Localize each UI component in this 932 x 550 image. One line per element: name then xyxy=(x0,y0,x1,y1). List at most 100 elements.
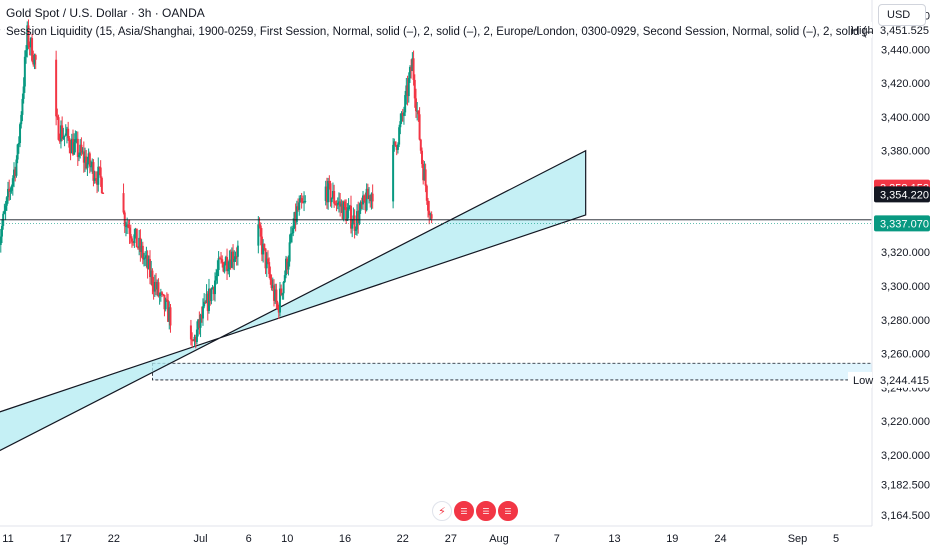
candle-body xyxy=(158,294,161,296)
symbol-title[interactable]: Gold Spot / U.S. Dollar · 3h · OANDA xyxy=(6,6,205,20)
y-tick-label: 3,260.000 xyxy=(881,349,930,361)
candle-body xyxy=(234,256,237,259)
candle-body xyxy=(412,58,415,80)
candle-body xyxy=(199,314,202,328)
candle-body xyxy=(74,139,77,143)
candle-body xyxy=(25,50,28,57)
high-tag-bg xyxy=(846,21,872,38)
candle-body xyxy=(122,193,125,213)
y-tick-label: 3,380.000 xyxy=(881,146,930,158)
candle-body xyxy=(396,144,399,150)
candle-body xyxy=(368,195,371,200)
candle-body xyxy=(301,202,304,204)
candle-body xyxy=(93,178,96,181)
candle-body xyxy=(63,135,66,137)
candle-body xyxy=(414,98,417,112)
candle-body xyxy=(354,229,357,231)
candle-body xyxy=(129,234,132,239)
candle-body xyxy=(156,282,159,290)
candle-body xyxy=(206,293,209,311)
candle-body xyxy=(421,150,423,164)
candle-body xyxy=(363,195,366,202)
candle-body xyxy=(418,114,421,140)
candle-body xyxy=(7,188,9,198)
high-tag: High xyxy=(851,25,874,37)
candle-body xyxy=(127,224,130,228)
candle-body xyxy=(342,201,345,219)
indicator-legend[interactable]: Session Liquidity (15, Asia/Shanghai, 19… xyxy=(6,26,872,38)
event-icons: ⚡ ☰ ☰ ☰ xyxy=(432,501,518,521)
x-tick-label: 16 xyxy=(339,533,351,545)
candle-body xyxy=(222,262,225,272)
candle-body xyxy=(13,169,16,179)
price-axis xyxy=(872,0,932,550)
candle-body xyxy=(84,156,87,163)
candle-body xyxy=(64,133,67,136)
us-flag-icon[interactable]: ☰ xyxy=(498,501,518,521)
candle-body xyxy=(62,136,65,139)
candle-body xyxy=(297,206,300,210)
candle-body xyxy=(417,110,420,115)
candle-body xyxy=(413,79,416,99)
candle-body xyxy=(98,166,101,168)
candle-body xyxy=(424,169,427,186)
candle-body xyxy=(33,55,36,65)
x-tick-label: Jul xyxy=(194,533,208,545)
candle-body xyxy=(165,299,168,301)
us-flag-icon[interactable]: ☰ xyxy=(476,501,496,521)
candle-body xyxy=(61,125,64,139)
candle-body xyxy=(0,236,2,245)
candle-body xyxy=(395,145,398,150)
candle-body xyxy=(362,195,365,205)
candle-body xyxy=(155,281,158,290)
candle-body xyxy=(429,214,432,216)
flash-icon[interactable]: ⚡ xyxy=(432,501,452,521)
candle-body xyxy=(400,113,403,122)
current-price-badge-bg xyxy=(874,215,930,232)
us-flag-icon[interactable]: ☰ xyxy=(454,501,474,521)
candle-body xyxy=(212,287,215,295)
candle-body xyxy=(17,143,20,145)
candle-body xyxy=(34,55,37,60)
candle-body xyxy=(56,116,59,118)
candle-body xyxy=(291,233,294,235)
candle-body xyxy=(288,242,291,262)
x-tick-label: Sep xyxy=(788,533,808,545)
x-tick-label: 10 xyxy=(281,533,293,545)
candle-body xyxy=(197,319,200,330)
candle-body xyxy=(329,183,332,203)
candle-body xyxy=(258,224,261,226)
candle-body xyxy=(341,203,344,219)
candle-body xyxy=(130,238,133,242)
candle-body xyxy=(99,167,102,178)
candle-body xyxy=(209,288,212,302)
crosshair-price-badge: 3,354.220 xyxy=(880,189,929,201)
candle-body xyxy=(287,261,290,270)
candle-body xyxy=(369,195,372,202)
candle-body xyxy=(169,307,172,326)
low-tag: Low xyxy=(853,375,873,387)
candle-body xyxy=(140,245,143,252)
candle-body xyxy=(152,286,155,292)
candle-body xyxy=(430,214,433,219)
candle-body xyxy=(294,212,297,223)
low-price-label: 3,244.415 xyxy=(880,375,929,387)
candle-body xyxy=(167,300,170,322)
currency-selector[interactable]: USD xyxy=(878,4,926,26)
candle-body xyxy=(58,139,61,142)
candle-body xyxy=(351,224,354,229)
candle-body xyxy=(78,154,81,158)
candle-body xyxy=(218,258,221,260)
candle-body xyxy=(9,190,12,192)
candle-body xyxy=(96,179,99,185)
candle-body xyxy=(358,210,361,224)
candle-body xyxy=(277,307,280,313)
candle-body xyxy=(136,247,139,249)
candle-body xyxy=(228,259,231,270)
y-tick-label: 3,164.500 xyxy=(881,510,930,522)
candle-body xyxy=(157,282,160,296)
candle-body xyxy=(220,258,223,260)
candle-body xyxy=(349,205,352,229)
candle-body xyxy=(406,85,409,97)
